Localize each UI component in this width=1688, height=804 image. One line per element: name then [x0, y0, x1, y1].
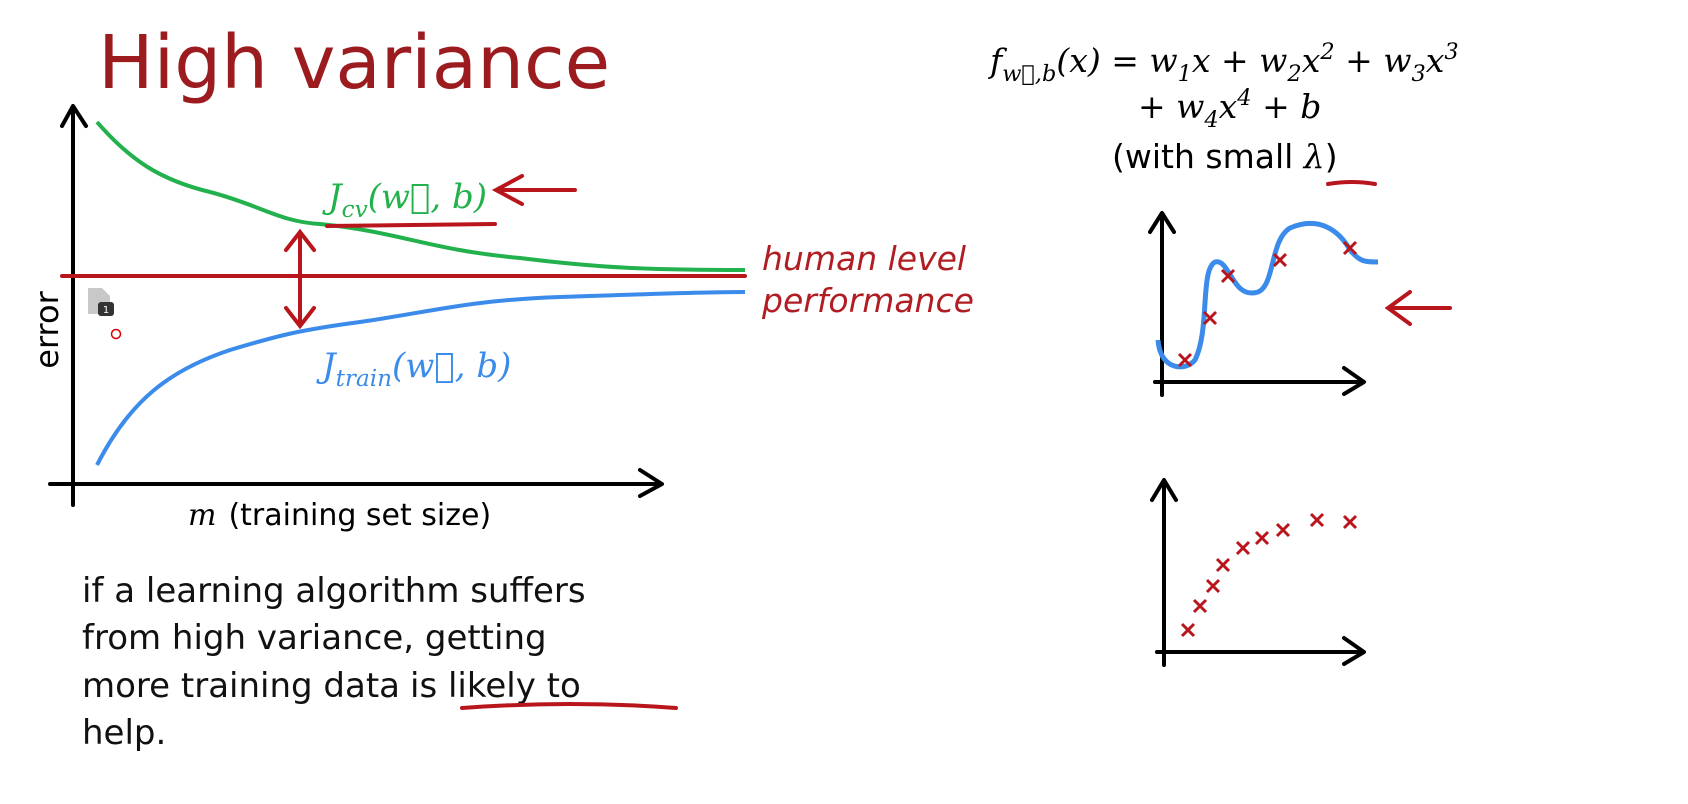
- subscript: 1: [1178, 61, 1192, 87]
- subscript: 3: [1412, 61, 1426, 87]
- cv-underline: [325, 222, 497, 228]
- formula-text: x: [1219, 87, 1238, 126]
- text: more training data: [82, 666, 400, 706]
- formula-text: (w⃗, b): [392, 346, 511, 386]
- formula-line1: fw⃗,b(x) = w1x + w2x2 + w3x3: [987, 39, 1459, 87]
- paragraph: if a learning algorithm suffers from hig…: [82, 571, 586, 753]
- train-curve: [95, 290, 746, 466]
- train-label: Jtrain(w⃗, b): [316, 346, 511, 392]
- subscript: cv: [342, 197, 368, 223]
- data-plot: [1150, 478, 1366, 667]
- points: [1180, 512, 1358, 638]
- badge-box: [98, 302, 114, 316]
- superscript: 4: [1236, 85, 1251, 111]
- subscript: train: [336, 366, 392, 392]
- gap-arrow: [284, 228, 316, 330]
- slide-title: High variance: [98, 20, 610, 106]
- x-axis-text: (training set size): [228, 498, 491, 533]
- cv-pointer-arrow: [491, 174, 577, 206]
- paragraph-line: help.: [82, 713, 166, 753]
- axis: [1153, 366, 1366, 396]
- cv-label: Jcv(w⃗, b): [322, 177, 487, 223]
- lambda: λ: [1302, 137, 1325, 176]
- y-axis-label: error: [28, 290, 66, 368]
- formula-text: x + w: [1192, 41, 1288, 80]
- axis: [1148, 211, 1176, 397]
- formula-text: J: [316, 346, 338, 386]
- y-axis: [60, 104, 88, 507]
- formula-text: (w⃗, b): [368, 177, 487, 217]
- badge-count: 1: [103, 305, 109, 316]
- formula-text: + w: [1335, 41, 1412, 80]
- subscript: 2: [1286, 61, 1301, 87]
- paragraph-line: more training data is likely to: [82, 666, 581, 706]
- axis: [1150, 478, 1178, 667]
- learning-curve: Jcv(w⃗, b) Jtrain(w⃗, b) human level per…: [28, 104, 974, 533]
- subscript: 4: [1203, 107, 1218, 133]
- formula-text: J: [322, 177, 344, 217]
- emphasis-underline: [460, 702, 678, 710]
- formula-text: (x) = w: [1056, 41, 1177, 80]
- formula-text: + w: [1138, 87, 1204, 126]
- note-text: ): [1325, 137, 1338, 176]
- formula-text: + b: [1252, 87, 1322, 126]
- formula-text: x: [1302, 41, 1321, 80]
- superscript: 2: [1319, 39, 1334, 65]
- points: [1177, 240, 1358, 368]
- block-icon: [110, 328, 122, 340]
- paragraph-line: if a learning algorithm suffers: [82, 571, 586, 611]
- axis: [1155, 636, 1366, 666]
- x-axis: [48, 468, 664, 498]
- human-level-label: performance: [761, 281, 974, 320]
- note-text: (with small: [1112, 137, 1304, 176]
- formula-text: x: [1426, 41, 1445, 80]
- subscript: w⃗,b: [1002, 61, 1056, 87]
- superscript: 3: [1444, 39, 1458, 65]
- x-axis-var: m: [188, 498, 216, 533]
- overfit-plot: [1148, 211, 1452, 397]
- formula-note: (with small λ): [1112, 137, 1338, 176]
- lambda-underline: [1326, 180, 1377, 186]
- paragraph-line: from high variance, getting: [82, 618, 547, 658]
- human-level-label: human level: [762, 239, 966, 278]
- pointer-arrow: [1384, 290, 1452, 326]
- formula-line2: + w4x4 + b: [1138, 85, 1321, 133]
- badge: 1: [88, 288, 122, 340]
- cv-curve: [95, 120, 746, 272]
- emphasis: is likely to: [410, 666, 581, 706]
- x-axis-label: m (training set size): [188, 498, 491, 533]
